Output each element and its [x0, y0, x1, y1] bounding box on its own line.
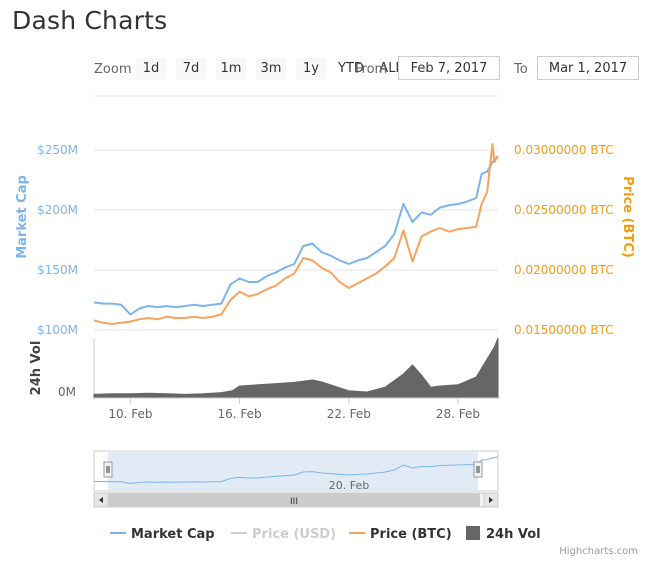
zoom-1y-button[interactable]: 1y	[296, 58, 326, 80]
series-layer	[93, 143, 499, 325]
market-cap-line	[93, 155, 499, 316]
scrollbar-thumb[interactable]	[108, 493, 480, 507]
navigator[interactable]: 20. Feb	[93, 450, 499, 492]
volume-layer	[93, 337, 499, 399]
scrollbar-grip: III	[290, 497, 298, 507]
from-date-input[interactable]: Feb 7, 2017	[398, 56, 500, 80]
legend-symbol-24h-vol	[466, 526, 480, 540]
x-axis-tick-label: 22. Feb	[327, 407, 371, 421]
market-cap-axis: $100M $150M $200M $250M	[37, 143, 78, 337]
price-btc-tick-label: 0.02000000 BTC	[514, 263, 614, 277]
navigator-left-handle[interactable]	[103, 461, 113, 478]
legend-label-price-btc: Price (BTC)	[370, 527, 452, 542]
navigator-right-handle[interactable]	[473, 461, 483, 478]
market-cap-tick-label: $150M	[37, 263, 78, 277]
navigator-selected-range[interactable]	[108, 451, 478, 491]
to-label: To	[514, 62, 528, 77]
to-date-input[interactable]: Mar 1, 2017	[537, 56, 639, 80]
price-btc-tick-label: 0.02500000 BTC	[514, 203, 614, 217]
volume-area	[93, 337, 499, 399]
chevron-right-icon	[489, 497, 493, 503]
legend-label-market-cap: Market Cap	[131, 527, 215, 542]
navigator-series-line	[93, 456, 499, 484]
x-axis-tick-label: 16. Feb	[218, 407, 262, 421]
market-cap-tick-label: $250M	[37, 143, 78, 157]
zoom-3m-button[interactable]: 3m	[256, 58, 286, 80]
legend: Market Cap Price (USD) Price (BTC) 24h V…	[110, 526, 541, 542]
legend-item-market-cap[interactable]: Market Cap	[110, 527, 215, 542]
navigator-date-label: 20. Feb	[329, 479, 369, 492]
zoom-label: Zoom	[94, 62, 132, 77]
scrollbar[interactable]: III	[93, 492, 499, 508]
price-btc-tick-label: 0.01500000 BTC	[514, 323, 614, 337]
chevron-left-icon	[99, 497, 103, 503]
x-axis-tick-label: 28. Feb	[436, 407, 480, 421]
market-cap-tick-label: $200M	[37, 203, 78, 217]
zoom-1m-button[interactable]: 1m	[216, 58, 246, 80]
highcharts-credits-link[interactable]: Highcharts.com	[559, 546, 638, 557]
x-axis: 10. Feb 16. Feb 22. Feb 28. Feb	[94, 397, 498, 421]
price-btc-axis: 0.01500000 BTC 0.02000000 BTC 0.02500000 B…	[514, 143, 614, 337]
market-cap-axis-title: Market Cap	[15, 175, 30, 259]
grid-lines	[93, 149, 498, 398]
legend-label-24h-vol: 24h Vol	[486, 527, 541, 542]
zoom-7d-button[interactable]: 7d	[176, 58, 206, 80]
zoom-1d-button[interactable]: 1d	[136, 58, 166, 80]
legend-item-price-btc[interactable]: Price (BTC)	[349, 527, 452, 542]
volume-axis-tick: 0M	[58, 385, 76, 399]
zoom-ytd-button[interactable]: YTD	[338, 61, 364, 76]
price-btc-line	[93, 143, 499, 325]
legend-item-24h-vol[interactable]: 24h Vol	[466, 526, 541, 542]
price-btc-tick-label: 0.03000000 BTC	[514, 143, 614, 157]
legend-item-price-usd[interactable]: Price (USD)	[231, 527, 336, 542]
legend-label-price-usd: Price (USD)	[252, 527, 336, 542]
page-title: Dash Charts	[12, 6, 168, 35]
market-cap-tick-label: $100M	[37, 323, 78, 337]
zoom-all-button[interactable]: ALL	[379, 61, 403, 76]
volume-axis-title: 24h Vol	[29, 341, 44, 396]
price-btc-axis-title: Price (BTC)	[620, 176, 635, 258]
from-label: From	[355, 62, 388, 77]
x-axis-tick-label: 10. Feb	[108, 407, 152, 421]
